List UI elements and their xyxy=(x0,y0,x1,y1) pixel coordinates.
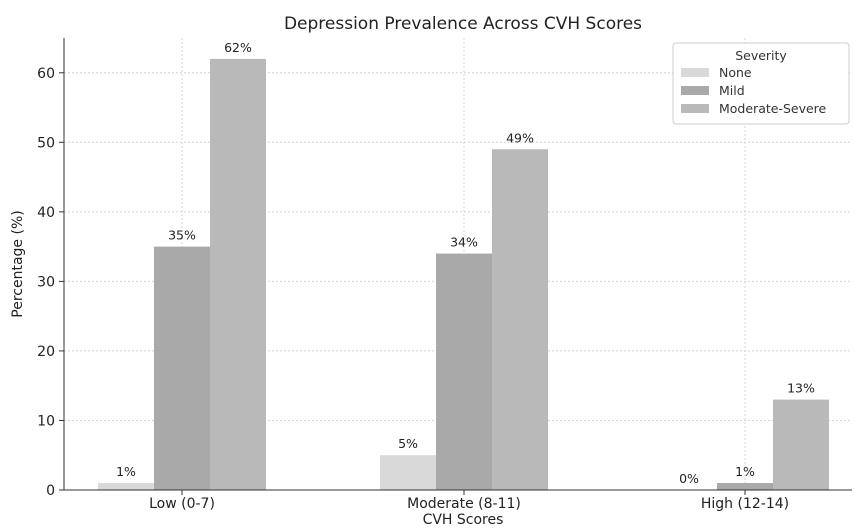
bar-none xyxy=(380,455,436,490)
legend-title: Severity xyxy=(735,48,787,63)
bar-mild xyxy=(717,483,773,490)
bar-value-label: 1% xyxy=(116,464,136,479)
legend-swatch xyxy=(681,104,709,113)
bar-mild xyxy=(436,253,492,490)
legend-items: None Mild Moderate-Severe xyxy=(681,65,827,116)
bar-value-label: 0% xyxy=(679,471,699,486)
x-axis-label: CVH Scores xyxy=(423,512,504,528)
bar-mild xyxy=(154,246,210,490)
bar-moderate-severe xyxy=(210,58,266,490)
y-tick-label: 60 xyxy=(37,66,55,82)
bars xyxy=(98,58,829,490)
x-ticks: Low (0-7) Moderate (8-11) High (12-14) xyxy=(149,490,789,512)
legend-label: None xyxy=(719,65,752,80)
legend: Severity None Mild Moderate-Severe xyxy=(672,42,850,125)
bar-value-label: 1% xyxy=(735,464,755,479)
x-tick-label: Moderate (8-11) xyxy=(407,496,521,512)
y-tick-label: 0 xyxy=(46,483,55,499)
bar-value-label: 35% xyxy=(168,228,196,243)
bar-value-label: 5% xyxy=(398,436,418,451)
legend-swatch xyxy=(681,68,709,77)
axes xyxy=(63,38,852,491)
legend-label: Moderate-Severe xyxy=(719,101,827,116)
y-tick-label: 20 xyxy=(37,344,55,360)
legend-swatch xyxy=(681,86,709,95)
y-tick-label: 50 xyxy=(37,135,55,151)
bar-value-label: 13% xyxy=(787,381,815,396)
y-tick-label: 40 xyxy=(37,205,55,221)
y-tick-label: 30 xyxy=(37,274,55,290)
data-labels: 1% 5% 0% 35% 34% 1% 62% 49% 13% xyxy=(116,40,815,486)
x-tick-label: Low (0-7) xyxy=(149,496,215,512)
bar-value-label: 62% xyxy=(224,40,252,55)
legend-label: Mild xyxy=(719,83,745,98)
y-axis-label: Percentage (%) xyxy=(10,210,26,317)
y-ticks: 0 10 20 30 40 50 60 xyxy=(37,66,64,499)
legend-box xyxy=(672,42,850,125)
bar-value-label: 34% xyxy=(450,235,478,250)
bar-none xyxy=(98,483,154,490)
bar-value-label: 49% xyxy=(506,130,534,145)
x-tick-label: High (12-14) xyxy=(701,496,789,512)
bar-moderate-severe xyxy=(773,399,829,490)
bar-moderate-severe xyxy=(492,149,548,490)
chart-title: Depression Prevalence Across CVH Scores xyxy=(284,14,642,34)
y-tick-label: 10 xyxy=(37,413,55,429)
